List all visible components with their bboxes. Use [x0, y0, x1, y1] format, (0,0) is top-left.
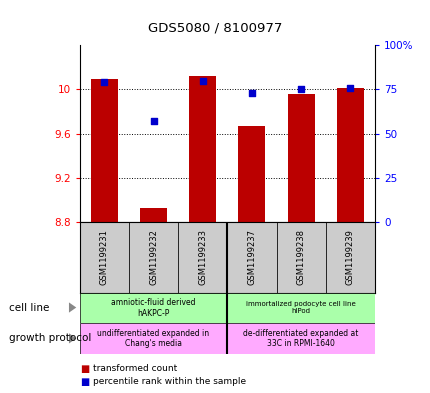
Text: de-differentiated expanded at
33C in RPMI-1640: de-differentiated expanded at 33C in RPM…: [243, 329, 358, 348]
Text: GDS5080 / 8100977: GDS5080 / 8100977: [148, 22, 282, 35]
Text: amniotic-fluid derived
hAKPC-P: amniotic-fluid derived hAKPC-P: [111, 298, 195, 318]
Text: immortalized podocyte cell line
hIPod: immortalized podocyte cell line hIPod: [246, 301, 355, 314]
Bar: [287, 94, 314, 222]
Text: ■: ■: [80, 377, 89, 387]
Bar: [227, 293, 374, 323]
Bar: [80, 323, 227, 354]
Bar: [80, 293, 227, 323]
Point: [199, 77, 206, 84]
Bar: [80, 222, 129, 293]
Polygon shape: [69, 303, 76, 313]
Text: ■: ■: [80, 364, 89, 374]
Point: [346, 84, 353, 91]
Polygon shape: [69, 333, 76, 343]
Point: [297, 86, 304, 93]
Bar: [227, 222, 276, 293]
Bar: [336, 88, 363, 222]
Text: GSM1199239: GSM1199239: [345, 230, 354, 285]
Text: GSM1199238: GSM1199238: [296, 230, 305, 285]
Text: percentile rank within the sample: percentile rank within the sample: [92, 378, 245, 386]
Point: [248, 90, 255, 96]
Text: GSM1199232: GSM1199232: [149, 230, 158, 285]
Point: [101, 79, 108, 86]
Text: growth protocol: growth protocol: [9, 333, 91, 343]
Bar: [129, 222, 178, 293]
Bar: [91, 79, 117, 222]
Bar: [178, 222, 227, 293]
Text: GSM1199237: GSM1199237: [247, 230, 256, 285]
Text: GSM1199233: GSM1199233: [198, 230, 207, 285]
Point: [150, 118, 157, 125]
Text: GSM1199231: GSM1199231: [100, 230, 109, 285]
Text: undifferentiated expanded in
Chang's media: undifferentiated expanded in Chang's med…: [97, 329, 209, 348]
Bar: [325, 222, 374, 293]
Bar: [140, 208, 167, 222]
Bar: [227, 323, 374, 354]
Bar: [238, 126, 265, 222]
Text: transformed count: transformed count: [92, 364, 176, 373]
Text: cell line: cell line: [9, 303, 49, 312]
Bar: [189, 76, 216, 222]
Bar: [276, 222, 325, 293]
